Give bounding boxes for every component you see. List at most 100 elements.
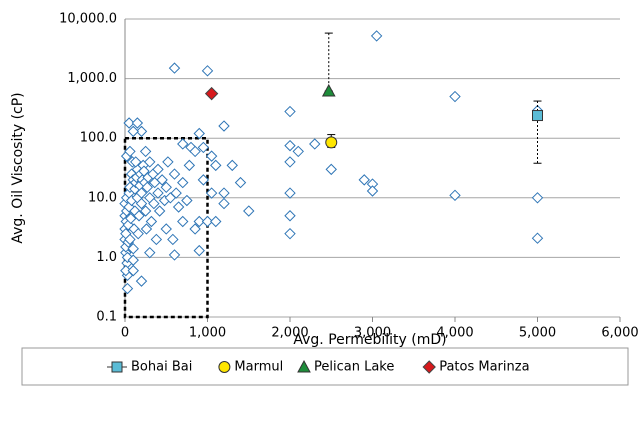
- point: [144, 156, 156, 168]
- point: [152, 163, 164, 176]
- point: [284, 139, 296, 152]
- point: [284, 187, 296, 199]
- x-tick-label: 6,000: [601, 326, 638, 341]
- point: [284, 105, 296, 118]
- point: [234, 176, 247, 189]
- point: [167, 233, 179, 246]
- point: [130, 156, 142, 168]
- point: [189, 145, 201, 158]
- x-tick-label: 4,000: [436, 326, 473, 341]
- point: [135, 197, 148, 210]
- point: [531, 232, 544, 244]
- point: [127, 242, 139, 255]
- legend-marker: [218, 361, 231, 373]
- point: [131, 117, 144, 129]
- point: [325, 163, 337, 176]
- point: [218, 120, 230, 132]
- point: [152, 187, 164, 199]
- x-tick-label: 1,000: [189, 326, 226, 341]
- point: [325, 136, 338, 149]
- point: [370, 30, 383, 42]
- point: [156, 174, 168, 186]
- y-tick-label: 0.1: [96, 310, 117, 325]
- highlight-box: [123, 136, 209, 319]
- x-tick-label: 2,000: [271, 326, 308, 341]
- legend-box: [21, 347, 629, 386]
- point: [135, 275, 148, 287]
- point: [284, 210, 296, 222]
- point: [170, 187, 182, 199]
- point: [133, 210, 145, 222]
- point: [292, 145, 304, 158]
- point: [150, 233, 163, 246]
- point: [183, 159, 196, 172]
- point: [201, 215, 214, 228]
- y-tick-label: 1,000.0: [67, 71, 117, 86]
- y-tick-label: 1.0: [96, 250, 117, 265]
- x-tick-label: 5,000: [519, 326, 556, 341]
- point: [127, 264, 139, 277]
- legend-label: Patos Marinza: [439, 360, 529, 375]
- point: [139, 145, 152, 158]
- point: [531, 192, 544, 204]
- point: [449, 189, 461, 202]
- point: [120, 264, 132, 277]
- point: [127, 125, 139, 138]
- point: [168, 249, 181, 261]
- point: [160, 223, 172, 235]
- point: [218, 197, 230, 210]
- point: [162, 156, 174, 168]
- point: [144, 246, 156, 259]
- y-tick-label: 100.0: [80, 131, 117, 146]
- legend-marker: [111, 361, 123, 373]
- point: [205, 187, 218, 199]
- point: [135, 125, 148, 138]
- point: [121, 282, 134, 295]
- point: [358, 174, 370, 186]
- point: [148, 197, 160, 210]
- point: [205, 150, 218, 162]
- point: [181, 194, 193, 207]
- point: [177, 176, 189, 189]
- point: [145, 215, 158, 228]
- legend-label: Bohai Bai: [131, 360, 192, 375]
- x-tick-label: 0: [121, 326, 129, 341]
- point: [160, 181, 172, 194]
- point: [168, 168, 181, 180]
- y-tick-label: 10.0: [88, 190, 117, 205]
- point: [321, 83, 336, 97]
- point: [172, 201, 185, 213]
- legend-label: Marmul: [234, 360, 283, 375]
- point: [125, 212, 137, 225]
- point: [123, 117, 135, 129]
- point: [153, 205, 166, 217]
- point: [201, 65, 214, 77]
- point: [366, 185, 379, 197]
- point: [177, 138, 189, 150]
- point: [168, 62, 181, 74]
- x-axis-title: Avg. Permebility (mD): [293, 332, 446, 348]
- point: [284, 227, 296, 240]
- point: [218, 187, 230, 199]
- point: [210, 159, 222, 172]
- y-tick-label: 10,000.0: [59, 12, 117, 27]
- legend-marker: [422, 360, 436, 374]
- point: [193, 244, 205, 257]
- point: [140, 223, 153, 235]
- point: [193, 215, 205, 228]
- point: [197, 174, 210, 186]
- legend-marker: [297, 359, 311, 373]
- point: [177, 215, 189, 228]
- point: [449, 90, 461, 103]
- point: [226, 159, 238, 172]
- legend-label: Pelican Lake: [314, 360, 394, 375]
- point: [132, 227, 144, 240]
- point: [309, 138, 321, 150]
- point: [204, 86, 219, 101]
- point: [197, 141, 210, 154]
- point: [141, 181, 153, 194]
- point: [210, 215, 222, 228]
- point: [532, 110, 543, 122]
- point: [121, 251, 134, 264]
